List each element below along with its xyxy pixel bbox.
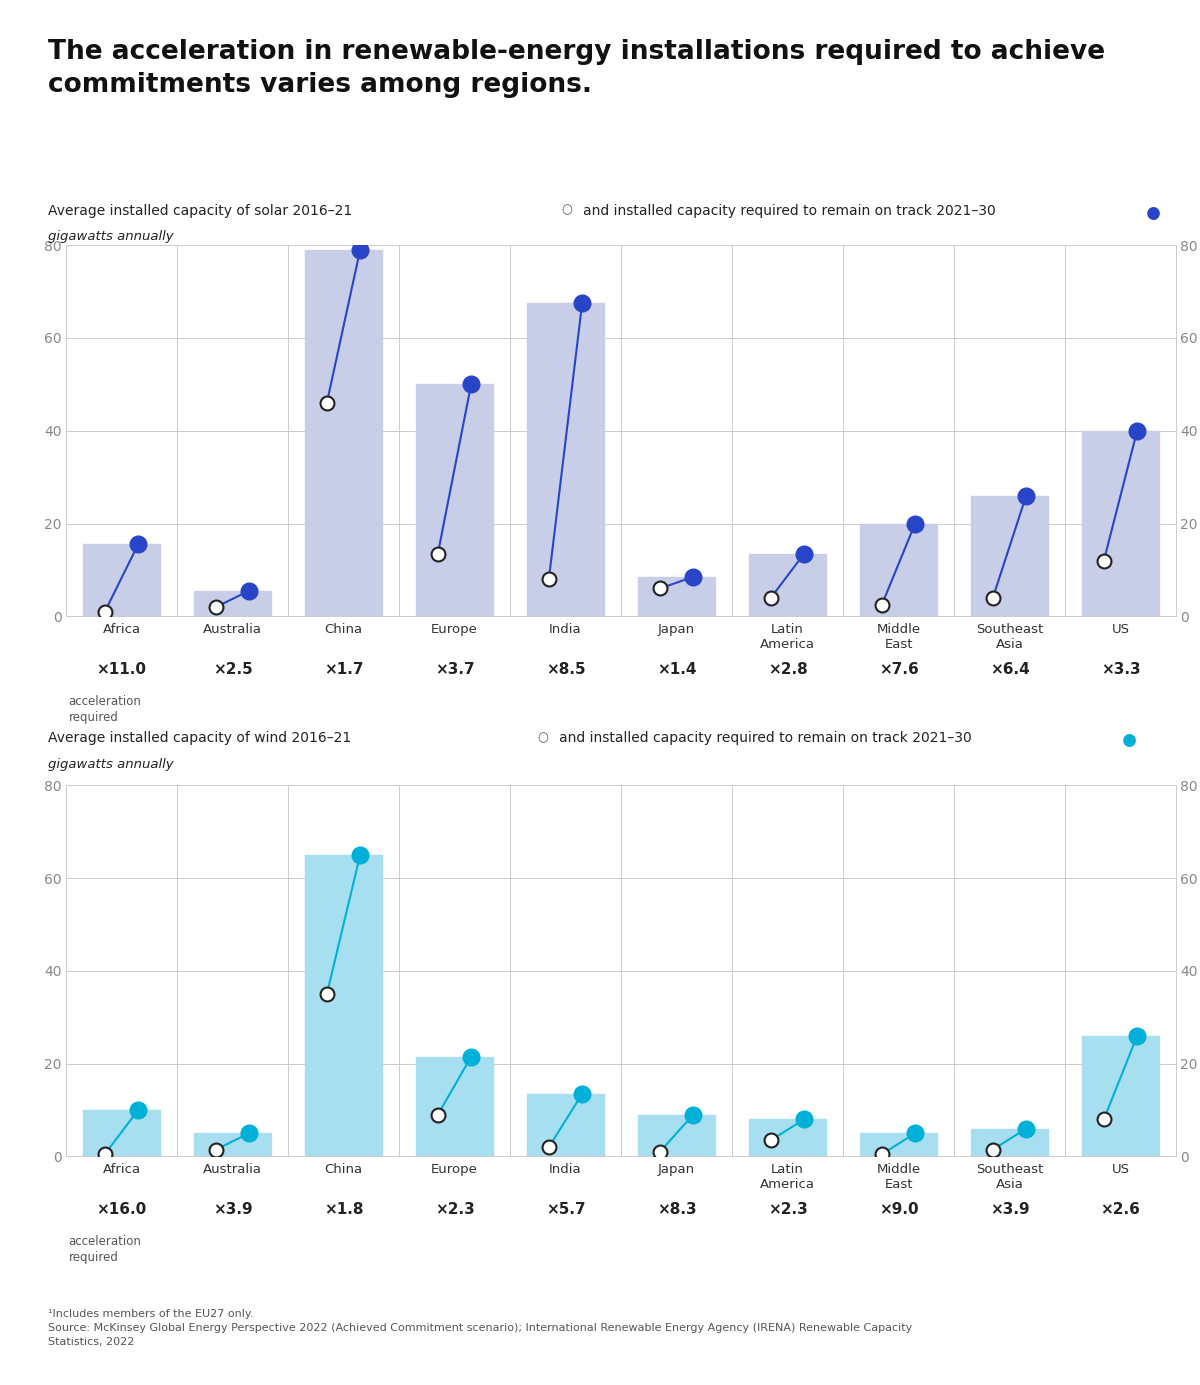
Text: ×3.9: ×3.9 [212, 1202, 252, 1217]
Text: ×2.6: ×2.6 [1100, 1202, 1140, 1217]
Text: ×2.5: ×2.5 [212, 662, 252, 677]
Text: commitments varies among regions.: commitments varies among regions. [48, 72, 592, 98]
Text: acceleration
required: acceleration required [68, 1235, 142, 1265]
Text: gigawatts annually: gigawatts annually [48, 758, 174, 770]
Text: Average installed capacity of wind 2016–21: Average installed capacity of wind 2016–… [48, 731, 355, 745]
Text: ×1.8: ×1.8 [324, 1202, 364, 1217]
Text: ×6.4: ×6.4 [990, 662, 1030, 677]
Text: ●: ● [1117, 731, 1136, 749]
Text: ×8.3: ×8.3 [656, 1202, 696, 1217]
Text: ×2.8: ×2.8 [768, 662, 808, 677]
Text: ×1.7: ×1.7 [324, 662, 364, 677]
Text: Average installed capacity of solar 2016–21: Average installed capacity of solar 2016… [48, 204, 356, 217]
Text: ×3.3: ×3.3 [1100, 662, 1140, 677]
Text: ×5.7: ×5.7 [546, 1202, 586, 1217]
Text: ×2.3: ×2.3 [434, 1202, 474, 1217]
Text: ×9.0: ×9.0 [878, 1202, 918, 1217]
Text: ×3.9: ×3.9 [990, 1202, 1030, 1217]
Text: gigawatts annually: gigawatts annually [48, 230, 174, 242]
Text: ×3.7: ×3.7 [434, 662, 474, 677]
Text: ×8.5: ×8.5 [546, 662, 586, 677]
Text: ×1.4: ×1.4 [656, 662, 696, 677]
Text: ○: ○ [538, 731, 548, 744]
Text: and installed capacity required to remain on track 2021–30: and installed capacity required to remai… [559, 731, 972, 745]
Text: ○: ○ [562, 204, 572, 216]
Text: ×2.3: ×2.3 [768, 1202, 808, 1217]
Text: The acceleration in renewable-energy installations required to achieve: The acceleration in renewable-energy ins… [48, 39, 1105, 65]
Text: ×11.0: ×11.0 [96, 662, 146, 677]
Text: ●: ● [1141, 204, 1160, 222]
Text: acceleration
required: acceleration required [68, 695, 142, 724]
Text: ¹Includes members of the EU27 only.
Source: McKinsey Global Energy Perspective 2: ¹Includes members of the EU27 only. Sour… [48, 1309, 912, 1346]
Text: ×16.0: ×16.0 [96, 1202, 146, 1217]
Text: and installed capacity required to remain on track 2021–30: and installed capacity required to remai… [583, 204, 996, 217]
Text: ×7.6: ×7.6 [878, 662, 918, 677]
